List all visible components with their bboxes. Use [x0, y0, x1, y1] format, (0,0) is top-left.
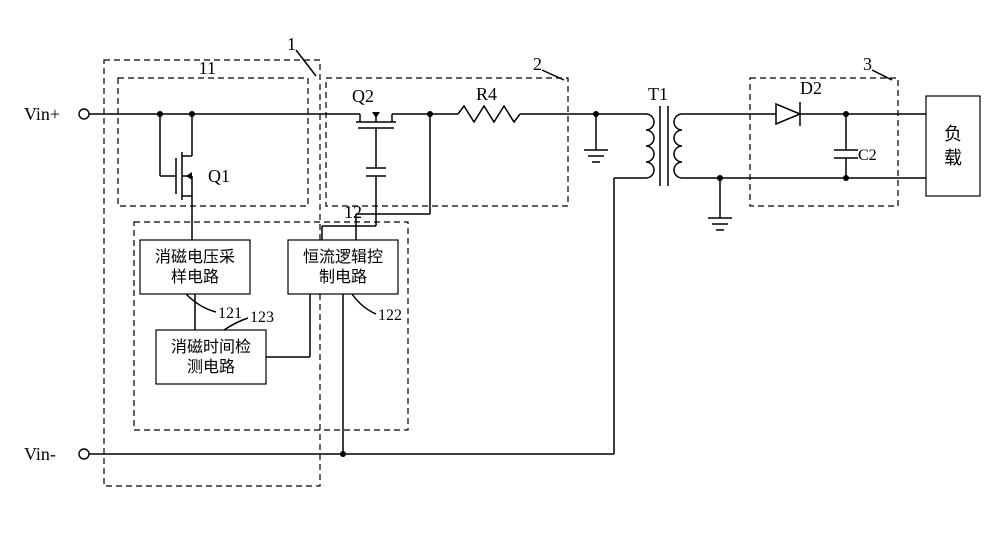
- mosfet-q1: [160, 146, 192, 240]
- label-q2: Q2: [352, 86, 374, 106]
- block-11: [118, 78, 308, 206]
- terminal-vin-neg: [79, 449, 89, 459]
- label-load-1: 负: [944, 124, 962, 144]
- ground-icon: [708, 218, 732, 230]
- label-vin-neg: Vin-: [24, 444, 56, 464]
- num-122: 122: [378, 307, 402, 324]
- circuit-diagram: 1 11 2 12 3 Vin+ Q1: [0, 0, 1000, 534]
- b123-l1: 消磁时间检: [171, 338, 251, 356]
- label-d2: D2: [800, 78, 822, 98]
- b122-l1: 恒流逻辑控: [303, 248, 383, 266]
- label-c2: C2: [858, 147, 877, 164]
- num-2: 2: [533, 54, 542, 74]
- num-121: 121: [218, 305, 242, 322]
- label-t1: T1: [648, 84, 668, 104]
- load-box: [926, 96, 980, 196]
- label-r4: R4: [476, 84, 497, 104]
- mosfet-q2: [350, 112, 406, 200]
- resistor-r4: [458, 106, 520, 122]
- capacitor-c2: [834, 150, 858, 158]
- num-12: 12: [344, 202, 362, 222]
- label-vin-pos: Vin+: [24, 104, 60, 124]
- num-11: 11: [199, 58, 216, 78]
- num-3: 3: [863, 54, 872, 74]
- b121-l2: 样电路: [171, 268, 219, 286]
- b121-l1: 消磁电压采: [155, 248, 235, 266]
- transformer-t1: [630, 106, 700, 186]
- label-load-2: 载: [944, 148, 962, 168]
- label-q1: Q1: [208, 166, 230, 186]
- num-123: 123: [250, 309, 274, 326]
- block-3: [750, 78, 898, 206]
- terminal-vin-pos: [79, 109, 89, 119]
- b123-l2: 测电路: [187, 358, 235, 376]
- ground-icon: [584, 150, 608, 162]
- diode-d2: [776, 102, 800, 126]
- b122-l2: 制电路: [319, 268, 367, 286]
- num-1: 1: [287, 34, 296, 54]
